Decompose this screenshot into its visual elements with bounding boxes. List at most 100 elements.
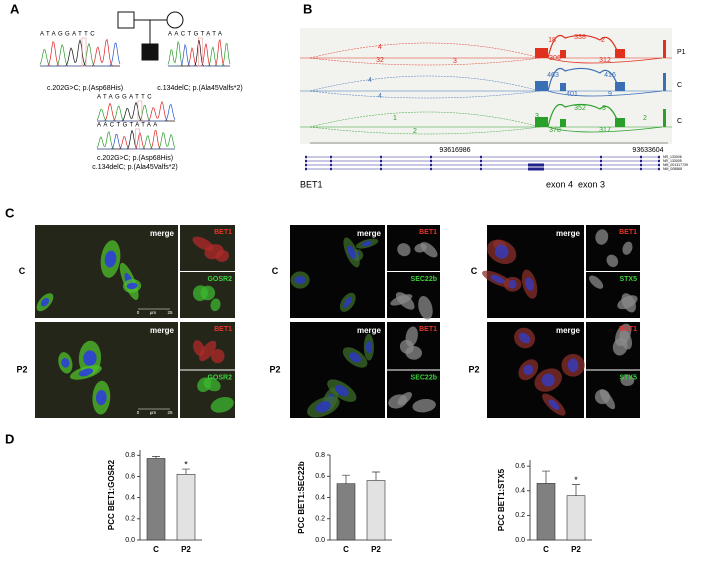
channel-label: STX5 xyxy=(619,374,637,381)
junction-count: 416 xyxy=(604,72,616,79)
variant-caption: c.134delC; p.(Ala45Valfs*2) xyxy=(157,85,242,92)
exon-block xyxy=(380,163,382,167)
cell xyxy=(599,389,616,410)
junction-count: 2 xyxy=(413,128,417,135)
exon-block xyxy=(430,163,432,167)
cell xyxy=(412,398,436,413)
cell xyxy=(595,229,609,245)
merge-label: merge xyxy=(150,326,175,335)
junction-count: 463 xyxy=(547,72,559,79)
junction-arc xyxy=(547,67,621,92)
y-tick-label: 0.0 xyxy=(315,537,325,544)
nucleus xyxy=(490,274,505,284)
junction-arc xyxy=(309,57,541,66)
junction-count: 4 xyxy=(378,93,382,100)
sequence: AACTGTATA xyxy=(168,32,224,38)
nucleus xyxy=(294,276,306,284)
merge-image xyxy=(487,225,584,318)
transcript-label: NM_001317739 xyxy=(663,163,688,167)
significance: * xyxy=(574,475,578,485)
nucleus xyxy=(548,399,560,410)
x-tick-label: P2 xyxy=(181,545,191,554)
nucleus xyxy=(349,352,361,363)
bar xyxy=(366,480,386,541)
row-label: C xyxy=(471,266,478,276)
cell xyxy=(620,375,635,387)
scale-label: µm xyxy=(150,310,157,315)
sequence: AACTGTATAA xyxy=(97,123,160,129)
channel-label: STX5 xyxy=(619,276,637,283)
y-tick-label: 0.2 xyxy=(315,516,325,523)
channel-label: BET1 xyxy=(214,326,232,333)
coverage xyxy=(663,109,666,127)
bar xyxy=(176,474,196,541)
nucleus xyxy=(541,373,555,387)
junction-arc xyxy=(309,126,541,135)
junction-arc xyxy=(547,34,621,59)
junction-count: 352 xyxy=(574,105,586,112)
junction-arc xyxy=(309,90,541,99)
junction-count: 4 xyxy=(378,44,382,51)
variant-highlight xyxy=(135,128,140,150)
exon-block xyxy=(640,155,642,159)
cell xyxy=(414,243,427,253)
exon-block xyxy=(658,159,660,163)
mother xyxy=(166,11,184,29)
coordinate-label: 93633604 xyxy=(632,147,663,154)
cell xyxy=(388,394,408,409)
coverage xyxy=(615,49,625,58)
channel-label: GOSR2 xyxy=(207,276,232,283)
junction-count: 18 xyxy=(548,37,556,44)
junction-arc xyxy=(309,42,541,59)
scale-label: 25 xyxy=(167,310,173,315)
exon-block xyxy=(330,163,332,167)
cell xyxy=(621,293,636,313)
junction-arc xyxy=(309,75,541,92)
merge-label: merge xyxy=(357,326,382,335)
row-label: C xyxy=(272,266,279,276)
channel-label: SEC22b xyxy=(411,276,437,283)
exon-block xyxy=(305,155,307,159)
junction-count: 32 xyxy=(376,57,384,64)
exon-block xyxy=(658,167,660,171)
exon-block xyxy=(305,159,307,163)
significance: * xyxy=(184,459,188,469)
coordinate-label: 93616986 xyxy=(439,147,470,154)
exon-block xyxy=(600,163,602,167)
cell xyxy=(395,292,415,310)
junction-count: 4 xyxy=(368,77,372,84)
junction-arc xyxy=(547,90,663,97)
transcript-label: NR_133005 xyxy=(663,159,682,163)
junction-count: 312 xyxy=(599,57,611,64)
nucleus xyxy=(61,357,70,368)
channel-label: BET1 xyxy=(419,229,437,236)
error-bar xyxy=(372,471,380,481)
junction-count: 2 xyxy=(643,115,647,122)
cell xyxy=(211,349,225,364)
exon-block xyxy=(600,155,602,159)
channel-label: BET1 xyxy=(619,326,637,333)
father xyxy=(117,11,135,29)
nucleus xyxy=(525,277,534,291)
exon-block xyxy=(380,155,382,159)
merge-label: merge xyxy=(150,229,175,238)
variant-highlight xyxy=(81,37,87,67)
exon-block xyxy=(480,159,482,163)
channel-label: BET1 xyxy=(419,326,437,333)
bar xyxy=(566,495,586,541)
exon-block xyxy=(528,163,544,167)
y-axis-label: PCC BET1:STX5 xyxy=(497,468,506,531)
gene-label: BET1 xyxy=(300,179,323,189)
merge-label: merge xyxy=(357,229,382,238)
cell xyxy=(606,254,619,268)
exon-block xyxy=(640,163,642,167)
junction-arc xyxy=(309,111,541,128)
exon-block xyxy=(640,159,642,163)
x-tick-label: C xyxy=(543,545,549,554)
variant-caption: c.202G>C; p.(Asp68His) xyxy=(97,155,173,162)
y-tick-label: 0.4 xyxy=(125,494,135,501)
nucleus xyxy=(335,384,349,397)
scale-label: µm xyxy=(150,410,157,415)
y-tick-label: 0.2 xyxy=(515,512,525,519)
